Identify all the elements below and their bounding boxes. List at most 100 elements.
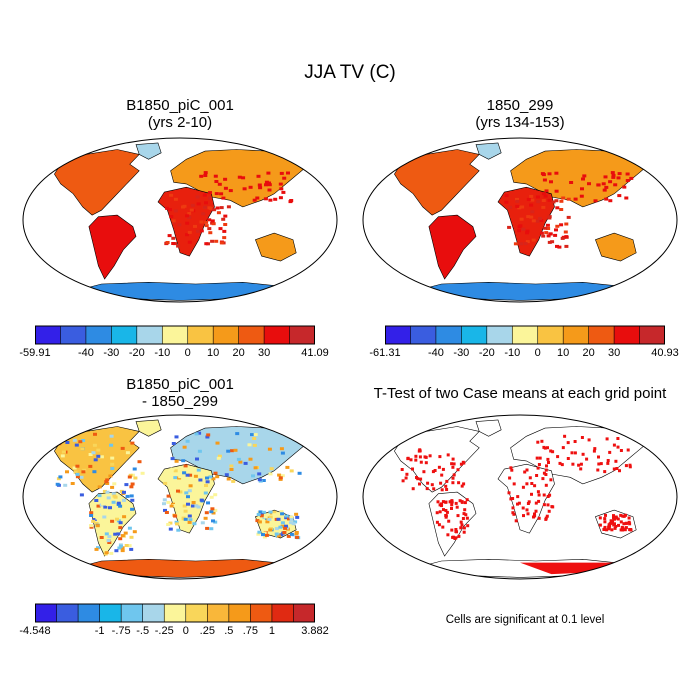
colorbar-swatch (35, 604, 57, 622)
grid-cell (581, 177, 585, 181)
grid-cell (88, 464, 93, 468)
significant-cell (570, 451, 574, 455)
grid-cell (92, 470, 97, 474)
colorbar-diff-labels: -4.548 3.882 -1 -.75 -.5 -.25 0 .25 .5 .75 1 (19, 625, 328, 639)
significant-cell (460, 523, 464, 527)
grid-cell (231, 479, 236, 483)
grid-cell (210, 219, 215, 223)
significant-cell (544, 473, 548, 476)
grid-cell (169, 193, 174, 197)
grid-cell (276, 517, 281, 521)
grid-cell (289, 518, 294, 522)
grid-cell (278, 476, 283, 480)
significant-cell (460, 484, 464, 488)
significant-cell (544, 468, 548, 472)
grid-cell (559, 199, 564, 203)
significant-cell (405, 472, 409, 476)
grid-cell (265, 520, 270, 524)
significant-cell (454, 530, 458, 533)
significant-cell (628, 463, 632, 467)
significant-cell (537, 499, 541, 503)
grid-cell (120, 546, 125, 550)
grid-cell (104, 480, 109, 484)
grid-cell (525, 231, 530, 235)
significant-cell (401, 479, 405, 483)
grid-cell (257, 520, 262, 524)
significant-cell (525, 468, 529, 472)
significant-cell (616, 517, 620, 521)
significant-cell (525, 508, 529, 512)
panel-title-ttest-line1: T-Test of two Case means at each grid po… (373, 385, 667, 402)
grid-cell (97, 485, 102, 489)
grid-cell (79, 475, 84, 479)
grid-cell (529, 215, 534, 219)
significant-cell (444, 509, 448, 512)
grid-cell (208, 475, 213, 479)
grid-cell (89, 525, 94, 529)
colorbar-swatch (385, 326, 411, 344)
grid-cell (184, 524, 189, 528)
grid-cell (168, 521, 173, 525)
grid-cell (81, 439, 86, 442)
map-case1 (22, 137, 338, 303)
grid-cell (78, 440, 83, 444)
grid-cell (129, 547, 134, 551)
grid-cell (79, 493, 84, 497)
grid-cell (279, 447, 284, 451)
grid-cell (114, 549, 119, 553)
grid-cell (190, 203, 195, 207)
grid-cell (224, 473, 229, 477)
grid-cell (127, 544, 132, 548)
grid-cell (215, 206, 220, 210)
significant-cell (451, 465, 455, 469)
colorbar-swatch (238, 326, 265, 344)
significant-cell (585, 457, 589, 461)
grid-cell (205, 480, 210, 484)
significant-cell (511, 497, 515, 500)
grid-cell (181, 516, 186, 520)
significant-cell (608, 450, 612, 454)
grid-cell (521, 227, 526, 231)
grid-cell (226, 205, 231, 209)
grid-cell (611, 173, 616, 177)
continent-greenland (475, 142, 502, 160)
map-border (22, 414, 338, 580)
grid-cell (201, 212, 206, 216)
grid-cell (529, 203, 534, 207)
grid-cell (196, 202, 201, 206)
significant-cell (538, 456, 542, 460)
grid-cell (280, 521, 285, 525)
grid-cell (190, 504, 195, 508)
grid-cell (541, 173, 546, 177)
grid-cell (277, 473, 282, 477)
significant-cell (527, 500, 531, 504)
significant-cell (566, 441, 570, 445)
grid-cell (230, 449, 234, 453)
grid-cell (204, 201, 208, 205)
panel-title-case2-line2: (yrs 134-153) (475, 114, 565, 131)
significant-cell (437, 465, 441, 469)
grid-cell (217, 182, 222, 186)
grid-cell (89, 524, 93, 528)
colorbar-diff-min: -4.548 (19, 625, 51, 637)
continent-namerica (54, 149, 140, 216)
grid-cell (256, 174, 261, 178)
grid-cell (109, 551, 114, 555)
grid-cell (566, 197, 571, 201)
grid-cell (196, 468, 201, 472)
grid-cell (184, 491, 189, 495)
colorbar-tick-label: -10 (154, 347, 171, 359)
grid-cell (241, 176, 246, 180)
significant-cell (411, 487, 415, 491)
significant-cell (535, 474, 539, 477)
significant-cell (528, 476, 532, 480)
figure-title: JJA TV (C) (304, 62, 396, 83)
grid-cell (539, 219, 544, 222)
significant-cell (526, 502, 530, 505)
grid-cell (109, 443, 114, 447)
colorbar-tick-label: .5 (224, 625, 234, 637)
grid-cell (601, 182, 606, 186)
map-case2 (362, 137, 678, 303)
colorbar-swatch (162, 326, 189, 344)
grid-cell (125, 494, 130, 498)
